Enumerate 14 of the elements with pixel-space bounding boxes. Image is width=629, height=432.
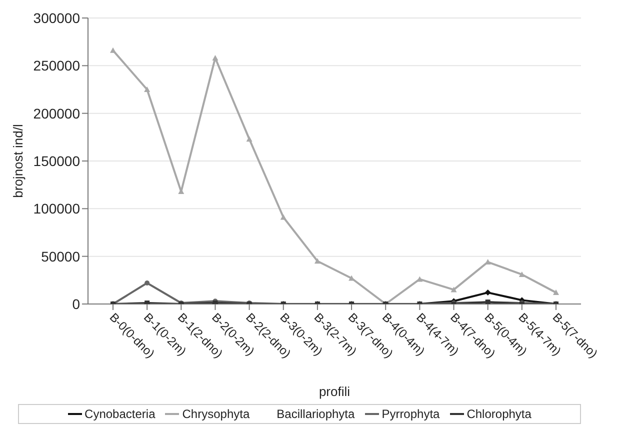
y-tick-label: 100000	[33, 200, 80, 217]
legend-label: Chrysophyta	[182, 407, 250, 421]
y-tick-label: 0	[72, 296, 80, 312]
legend-label: Chlorophyta	[466, 407, 532, 421]
y-tick-label: 200000	[33, 105, 80, 122]
y-tick-label: 300000	[33, 10, 80, 26]
legend-label: Cynobacteria	[84, 407, 156, 421]
legend-label: Pyrrophyta	[382, 407, 440, 421]
text: Bacillariophyta	[276, 407, 355, 421]
x-axis-title: profili	[318, 384, 350, 399]
y-axis-title: brojnost ind/l	[10, 124, 26, 198]
y-tick-label: 150000	[33, 152, 80, 169]
y-tick-label: 50000	[41, 248, 80, 264]
y-tick-label: 250000	[33, 58, 80, 74]
